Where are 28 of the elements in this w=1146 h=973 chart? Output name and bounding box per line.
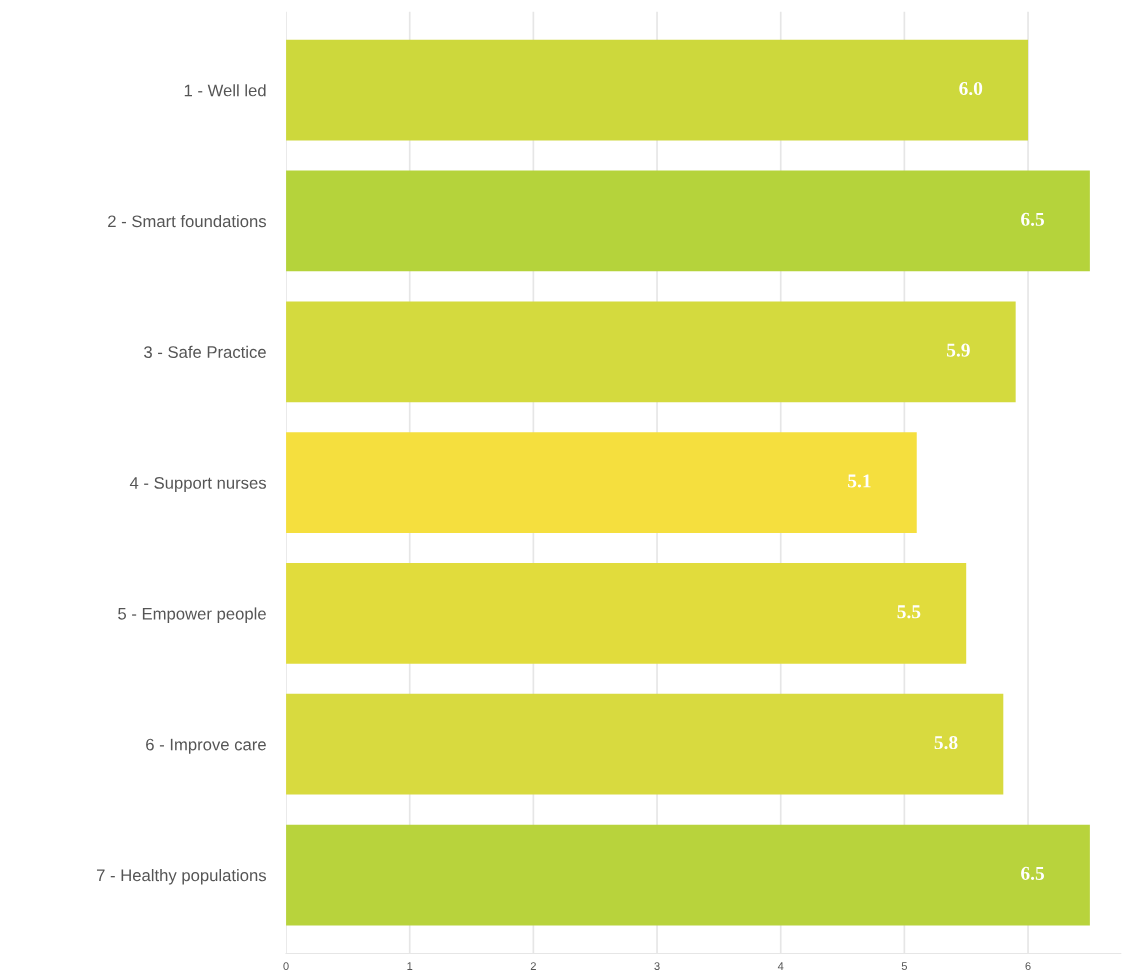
y-tick-label: 6 - Improve care (146, 738, 266, 754)
x-tick-label: 0 (283, 962, 289, 971)
y-tick-label: 5 - Empower people (118, 607, 266, 623)
x-tick-label: 4 (777, 962, 784, 970)
x-tick-label: 1 (407, 962, 413, 970)
bar (286, 170, 1090, 272)
y-tick-label: 1 - Well led (184, 84, 266, 97)
bar (286, 432, 917, 533)
data-label: 5.9 (947, 343, 970, 357)
bar (286, 301, 1016, 403)
bar (286, 563, 967, 664)
x-tick-label: 3 (654, 962, 660, 971)
data-label: 5.1 (848, 474, 871, 488)
y-tick-label: 2 - Smart foundations (108, 214, 267, 228)
x-tick-label: 2 (530, 962, 536, 970)
y-tick-label: 3 - Safe Practice (144, 345, 266, 358)
x-tick-label: 6 (1025, 962, 1031, 971)
y-tick-label: 4 - Support nurses (129, 477, 267, 493)
data-label: 6.0 (959, 81, 983, 96)
bar (286, 693, 1004, 795)
y-tick-label: 7 - Healthy populations (96, 869, 267, 885)
data-label: 5.5 (897, 605, 921, 619)
bar (286, 824, 1090, 926)
data-label: 6.5 (1021, 212, 1045, 226)
data-label: 6.5 (1021, 866, 1045, 880)
data-label: 5.8 (934, 735, 958, 750)
x-tick-label: 5 (901, 962, 907, 971)
bar (286, 39, 1029, 141)
